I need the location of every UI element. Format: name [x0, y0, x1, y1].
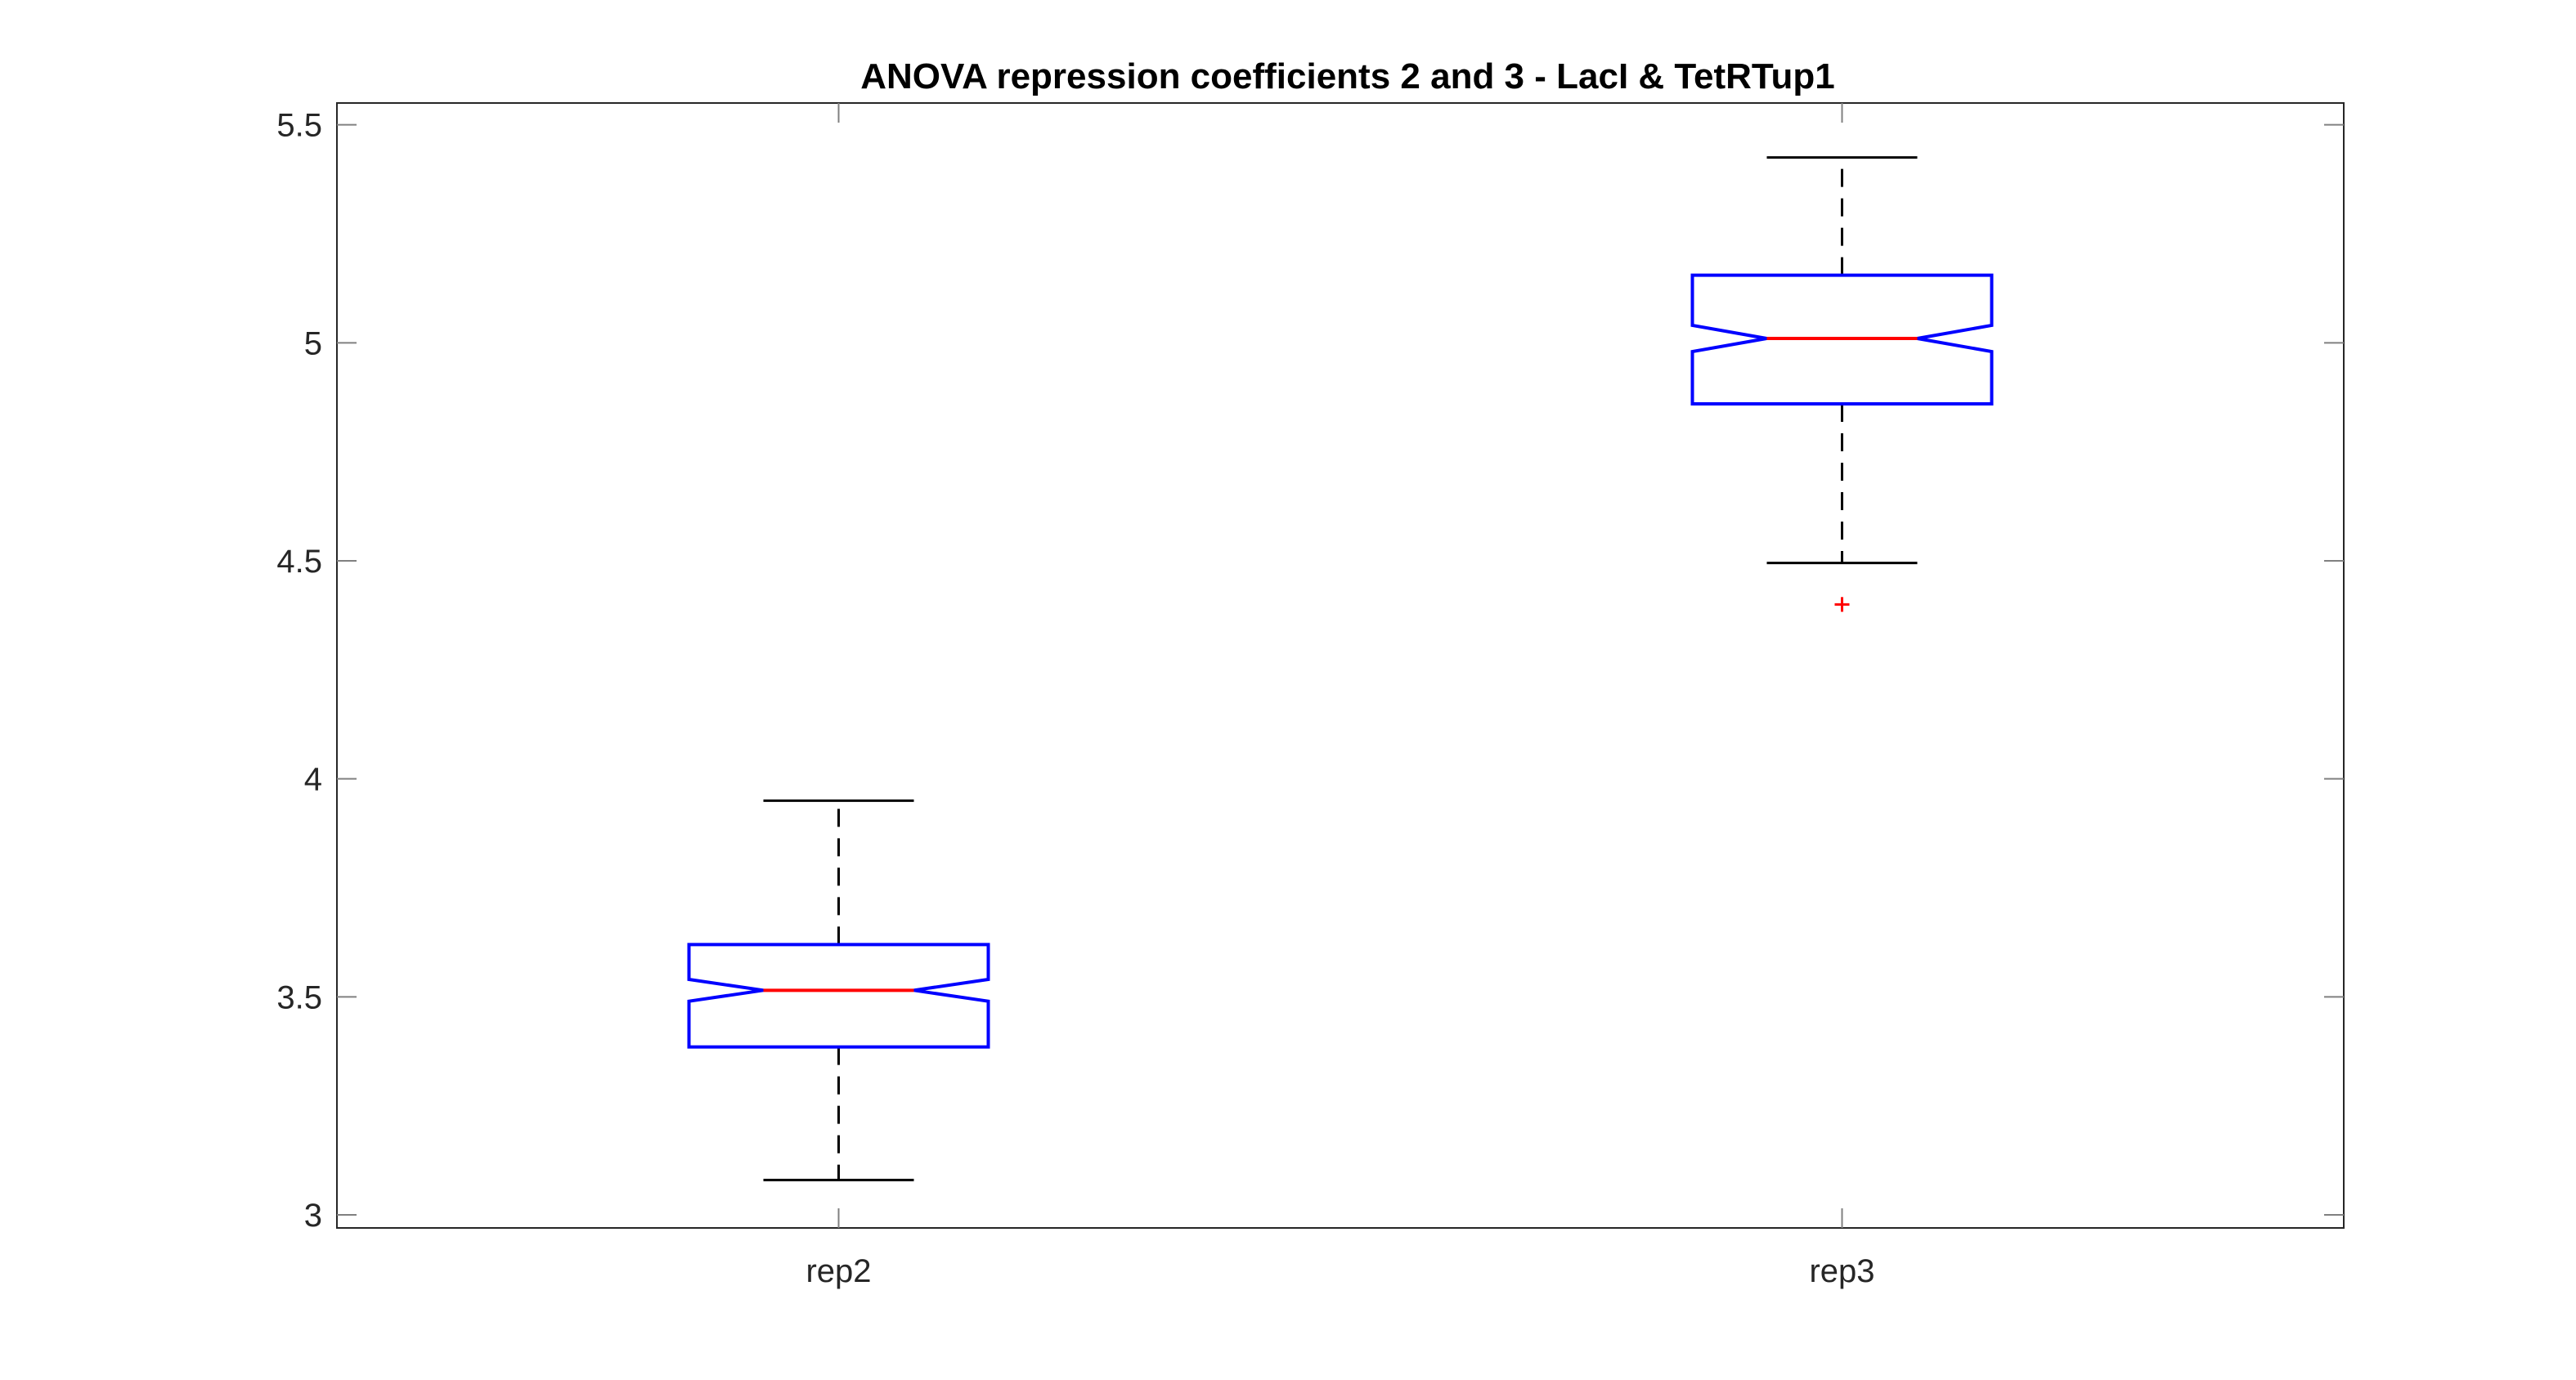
- plot-area: 3 3.5 4 4.5 5 5.5 rep2 rep3: [276, 102, 2345, 1289]
- chart-title: ANOVA repression coefficients 2 and 3 - …: [860, 56, 1835, 96]
- y-tick-label: 4: [304, 762, 322, 798]
- x-tick-label: rep2: [806, 1253, 871, 1289]
- notched-box: [687, 943, 990, 1049]
- y-tick-label: 3.5: [276, 979, 322, 1015]
- notched-box: [1690, 273, 1994, 405]
- y-tick-label: 3: [304, 1198, 322, 1234]
- y-tick-label: 5: [304, 325, 322, 361]
- x-tick-label: rep3: [1809, 1253, 1874, 1289]
- axes-frame: [336, 102, 2345, 1229]
- y-tick-label: 4.5: [276, 544, 322, 580]
- y-tick-label: 5.5: [276, 108, 322, 144]
